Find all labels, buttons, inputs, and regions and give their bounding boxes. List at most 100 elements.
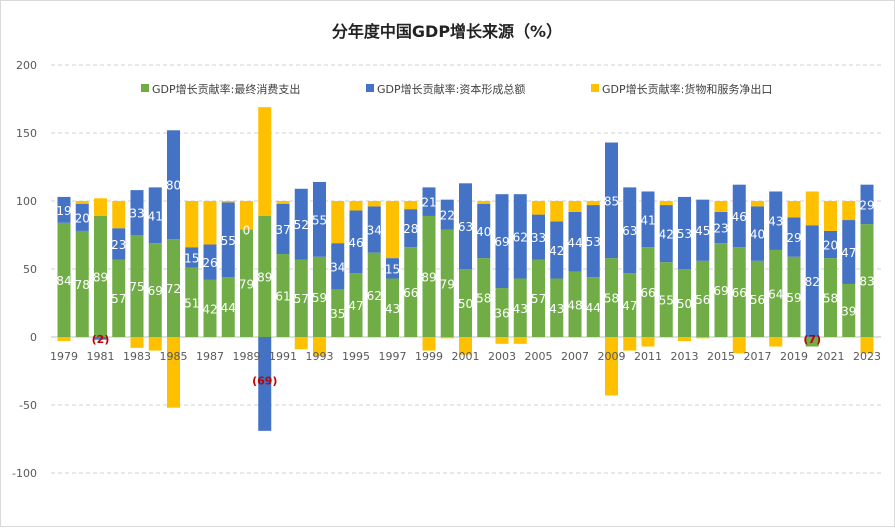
bar-segment bbox=[513, 194, 527, 279]
data-label: 40 bbox=[750, 228, 765, 242]
data-label: 51 bbox=[184, 296, 199, 310]
data-label: 44 bbox=[586, 301, 601, 315]
bar-segment bbox=[404, 201, 418, 210]
bar-segment bbox=[623, 187, 637, 274]
data-label: 69 bbox=[494, 235, 509, 249]
bar-segment bbox=[477, 203, 491, 259]
data-label: 41 bbox=[148, 209, 163, 223]
bar-segment bbox=[824, 201, 837, 231]
bar-segment bbox=[769, 337, 783, 347]
bar-segment bbox=[276, 203, 290, 255]
bar-segment bbox=[495, 194, 509, 289]
data-label: 57 bbox=[111, 292, 126, 306]
bar-segment bbox=[94, 215, 107, 337]
data-label: 34 bbox=[330, 260, 345, 274]
data-label: 66 bbox=[732, 286, 747, 300]
bar-segment bbox=[605, 258, 618, 337]
bar-segment bbox=[130, 337, 144, 348]
bar-segment bbox=[659, 205, 673, 263]
bar-segment bbox=[185, 247, 199, 268]
data-label: 89 bbox=[257, 270, 272, 284]
bar-segment bbox=[221, 277, 235, 337]
bar-segment bbox=[477, 201, 491, 204]
legend-label: GDP增长贡献率:最终消费支出 bbox=[152, 82, 300, 96]
data-label: 57 bbox=[294, 292, 309, 306]
data-label: 21 bbox=[421, 196, 436, 210]
bar-segment bbox=[331, 243, 345, 290]
data-label: 55 bbox=[221, 234, 236, 248]
data-label: 23 bbox=[111, 238, 126, 252]
legend-label: GDP增长贡献率:资本形成总额 bbox=[377, 82, 525, 96]
bar-segment bbox=[167, 239, 180, 337]
x-tick-label: 2009 bbox=[598, 350, 626, 363]
bar-segment bbox=[787, 256, 801, 337]
x-tick-label: 2001 bbox=[452, 350, 480, 363]
data-label: 56 bbox=[695, 293, 710, 307]
x-tick-label: 1985 bbox=[160, 350, 188, 363]
data-label: 36 bbox=[494, 307, 509, 321]
data-label: 42 bbox=[202, 302, 217, 316]
bar-segment bbox=[203, 279, 217, 337]
bar-segment bbox=[860, 184, 874, 225]
data-label: 46 bbox=[732, 210, 747, 224]
bar-segment bbox=[386, 278, 399, 337]
bar-segment bbox=[641, 337, 655, 347]
negative-data-label: (69) bbox=[252, 375, 277, 388]
data-label: 43 bbox=[513, 302, 528, 316]
bar-segment bbox=[313, 181, 326, 257]
data-label: 84 bbox=[56, 274, 71, 288]
x-tick-label: 1991 bbox=[269, 350, 297, 363]
data-label: 66 bbox=[403, 286, 418, 300]
data-label: 52 bbox=[294, 218, 309, 232]
data-label: 28 bbox=[403, 222, 418, 236]
bar-segment bbox=[696, 199, 710, 261]
bar-segment bbox=[112, 259, 126, 337]
data-label: 29 bbox=[786, 231, 801, 245]
data-label: 89 bbox=[421, 270, 436, 284]
bar-segment bbox=[659, 262, 673, 337]
data-label: 40 bbox=[476, 225, 491, 239]
bar-segment bbox=[860, 224, 874, 337]
bar-segment bbox=[495, 337, 509, 344]
bar-segment bbox=[203, 244, 217, 280]
bar-segment bbox=[331, 201, 345, 244]
data-label: 56 bbox=[750, 293, 765, 307]
bar-segment bbox=[732, 337, 746, 354]
data-label: 42 bbox=[659, 228, 674, 242]
data-label: 66 bbox=[640, 286, 655, 300]
negative-data-label: (2) bbox=[92, 333, 110, 346]
bar-segment bbox=[623, 273, 637, 337]
bar-segment bbox=[678, 269, 691, 337]
bar-segment bbox=[459, 183, 472, 269]
bar-segment bbox=[787, 201, 801, 218]
bar-segment bbox=[641, 191, 655, 248]
bar-segment bbox=[349, 210, 363, 274]
bar-segment bbox=[696, 337, 710, 339]
x-tick-label: 2005 bbox=[525, 350, 553, 363]
bar-segment bbox=[57, 222, 71, 337]
bar-segment bbox=[276, 201, 290, 204]
bar-segment bbox=[751, 206, 764, 261]
data-label: 83 bbox=[859, 275, 874, 289]
bar-segment bbox=[678, 337, 691, 342]
data-label: 39 bbox=[841, 304, 856, 318]
bar-segment bbox=[787, 217, 801, 257]
data-label: 43 bbox=[385, 302, 400, 316]
bar-segment bbox=[258, 215, 272, 337]
bar-segment bbox=[112, 228, 126, 260]
data-label: 42 bbox=[549, 244, 564, 258]
bar-segment bbox=[57, 337, 71, 342]
bar-segment bbox=[605, 337, 618, 396]
bar-segment bbox=[842, 220, 856, 284]
bar-segment bbox=[751, 201, 764, 207]
bar-segment bbox=[532, 259, 545, 337]
bar-segment bbox=[568, 271, 582, 337]
data-label: 48 bbox=[567, 298, 582, 312]
bar-segment bbox=[623, 337, 637, 351]
bar-segment bbox=[221, 202, 235, 278]
bar-segment bbox=[513, 337, 527, 344]
bar-segment bbox=[75, 201, 89, 204]
bar-segment bbox=[294, 188, 308, 260]
legend-swatch bbox=[591, 84, 599, 92]
